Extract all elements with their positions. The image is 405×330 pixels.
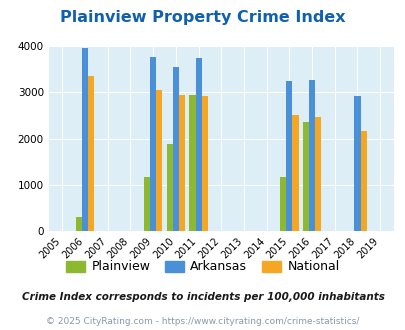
Text: © 2025 CityRating.com - https://www.cityrating.com/crime-statistics/: © 2025 CityRating.com - https://www.city… — [46, 317, 359, 326]
Bar — [179, 95, 185, 231]
Bar — [166, 144, 173, 231]
Bar — [156, 90, 162, 231]
Bar — [279, 177, 286, 231]
Bar — [88, 76, 94, 231]
Bar — [314, 117, 320, 231]
Bar — [292, 115, 298, 231]
Bar — [150, 57, 156, 231]
Bar — [354, 96, 360, 231]
Bar — [144, 177, 150, 231]
Bar — [201, 96, 207, 231]
Bar — [76, 217, 82, 231]
Bar — [302, 122, 308, 231]
Bar — [195, 58, 201, 231]
Bar — [173, 67, 179, 231]
Text: Plainview Property Crime Index: Plainview Property Crime Index — [60, 10, 345, 25]
Text: Crime Index corresponds to incidents per 100,000 inhabitants: Crime Index corresponds to incidents per… — [21, 292, 384, 302]
Bar — [189, 95, 195, 231]
Bar — [286, 81, 292, 231]
Bar — [360, 131, 366, 231]
Bar — [82, 48, 88, 231]
Legend: Plainview, Arkansas, National: Plainview, Arkansas, National — [61, 255, 344, 279]
Bar — [308, 80, 314, 231]
